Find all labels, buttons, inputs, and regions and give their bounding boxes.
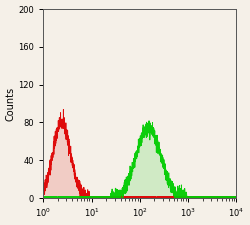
Y-axis label: Counts: Counts: [6, 86, 16, 121]
